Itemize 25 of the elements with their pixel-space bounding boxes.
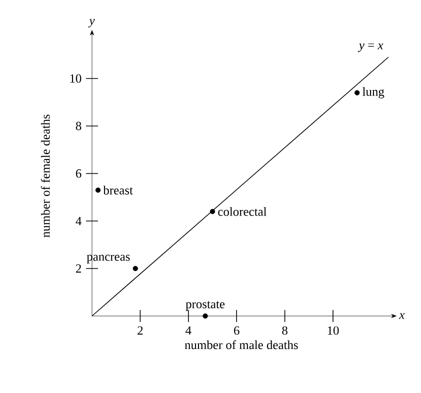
x-tick-label: 4 bbox=[186, 326, 192, 335]
point bbox=[132, 266, 138, 272]
x-tick-label: 8 bbox=[282, 326, 288, 335]
point bbox=[202, 313, 208, 319]
text: x bbox=[399, 313, 405, 319]
x-tick-label: 6 bbox=[234, 326, 240, 335]
text: y bbox=[88, 19, 95, 28]
x-tick-label: 10 bbox=[328, 326, 339, 335]
y-tick-label: 6 bbox=[76, 169, 82, 178]
point bbox=[95, 188, 101, 193]
y-tick-label: 4 bbox=[76, 216, 82, 226]
annotation: prostate bbox=[186, 301, 225, 311]
annotation: breast bbox=[103, 186, 133, 195]
y-axis-title: number of female deaths bbox=[40, 114, 50, 238]
annotation: colorectal bbox=[218, 207, 267, 216]
x-tick-label: 2 bbox=[138, 326, 143, 335]
x-axis-title: number of male deaths bbox=[184, 340, 298, 350]
annotation: y = x bbox=[358, 44, 384, 52]
y-tick-label: 2 bbox=[76, 264, 81, 273]
point bbox=[354, 90, 360, 96]
point bbox=[210, 208, 216, 214]
annotation: pancreas bbox=[86, 254, 130, 264]
y-tick-label: 8 bbox=[76, 122, 82, 130]
annotation: lung bbox=[362, 87, 384, 98]
y-tick-label: 10 bbox=[70, 74, 82, 83]
